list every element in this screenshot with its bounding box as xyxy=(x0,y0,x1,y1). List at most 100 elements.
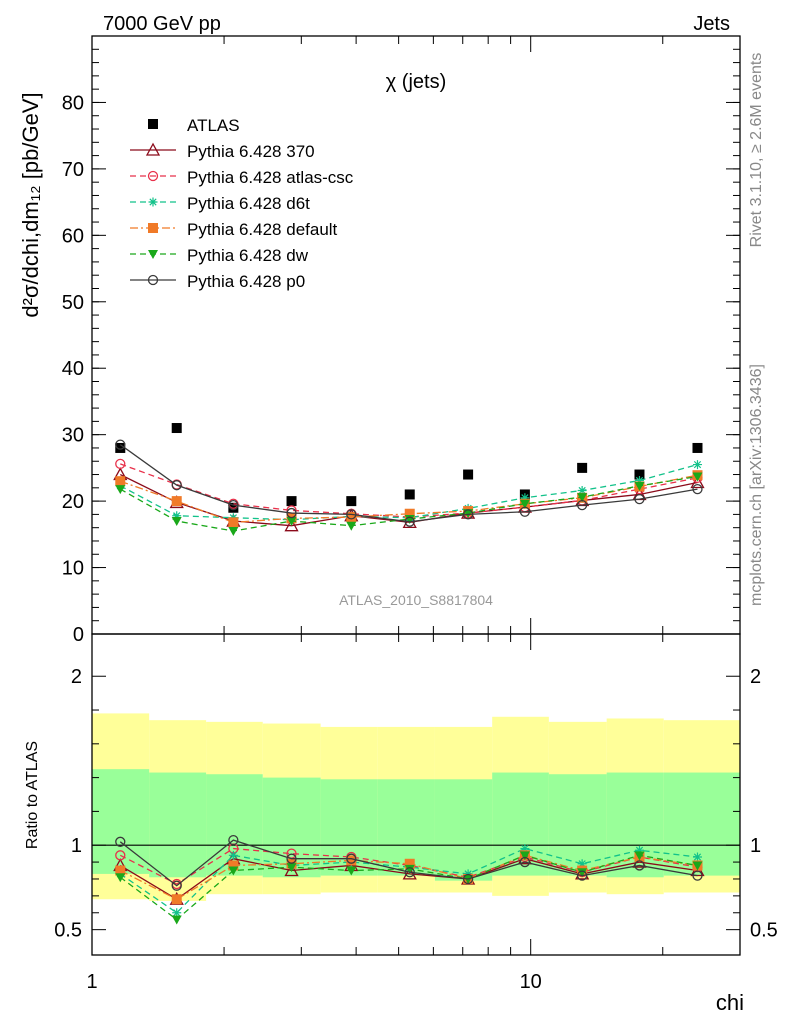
legend-marker xyxy=(145,142,161,156)
ratio-plot: 0.5 0.5 1 1 2 2 Ratio to ATLAS 1 10 chi xyxy=(24,633,778,1015)
data-point xyxy=(171,480,182,491)
uncertainty-band-inner xyxy=(206,774,263,876)
legend-label: Pythia 6.428 d6t xyxy=(187,194,310,213)
ratio-point xyxy=(286,853,297,864)
ratio-point xyxy=(402,866,417,880)
legend-marker xyxy=(148,250,158,259)
data-point xyxy=(634,469,645,480)
ratio-y-tick-label-right: 1 xyxy=(750,835,761,857)
ratio-point xyxy=(577,859,587,869)
data-point xyxy=(519,499,530,509)
ratio-y-tick-label-right: 0.5 xyxy=(750,920,778,942)
legend-marker xyxy=(147,170,159,182)
legend-entry: ATLAS xyxy=(148,116,240,135)
ratio-line xyxy=(119,847,698,914)
data-point xyxy=(171,496,182,507)
data-point xyxy=(692,460,702,470)
legend-label: Pythia 6.428 dw xyxy=(187,246,309,265)
data-point xyxy=(577,485,587,495)
ratio-point xyxy=(519,851,530,861)
ratio-point xyxy=(634,860,645,871)
data-point xyxy=(346,521,357,531)
y-axis-label: d²σ/dchi,dm₁₂ [pb/GeV] xyxy=(18,92,43,317)
ratio-point xyxy=(576,870,588,881)
legend-entry: Pythia 6.428 atlas-csc xyxy=(130,168,354,187)
ratio-point xyxy=(228,834,239,846)
series-5 xyxy=(115,472,703,537)
legend-entry: Pythia 6.428 370 xyxy=(130,142,315,161)
rivet-label: Rivet 3.1.10, ≥ 2.6M events xyxy=(748,53,765,248)
data-point xyxy=(228,517,239,528)
data-point xyxy=(520,493,530,503)
data-point xyxy=(577,462,588,473)
uncertainty-band-inner xyxy=(663,772,740,876)
ratio-y-tick-label: 0.5 xyxy=(54,920,82,942)
ratio-point xyxy=(115,873,126,883)
ratio-point xyxy=(404,858,415,869)
ratio-point xyxy=(462,873,474,885)
y-tick-label: 20 xyxy=(62,491,84,513)
legend-entry: Pythia 6.428 default xyxy=(130,220,338,239)
data-point xyxy=(692,484,703,495)
data-point xyxy=(286,507,297,519)
ratio-point xyxy=(115,850,126,861)
ratio-point xyxy=(346,855,357,866)
ratio-line xyxy=(119,839,698,887)
ratio-point xyxy=(171,894,182,905)
data-point xyxy=(115,458,126,470)
ratio-point xyxy=(404,864,415,874)
data-point xyxy=(115,485,126,495)
y-tick-label: 60 xyxy=(62,225,84,247)
legend-marker xyxy=(148,223,158,233)
mcplots-label: mcplots.cern.ch [arXiv:1306.3436] xyxy=(748,364,765,606)
legend-label: Pythia 6.428 atlas-csc xyxy=(187,168,354,187)
y-tick-label: 40 xyxy=(62,358,84,380)
ratio-point xyxy=(692,861,703,871)
ratio-point xyxy=(692,870,703,881)
y-tick-label: 70 xyxy=(62,159,84,181)
ratio-point xyxy=(228,866,239,876)
ratio-point xyxy=(520,844,530,854)
data-point xyxy=(462,509,474,520)
y-tick-label: 10 xyxy=(62,558,84,580)
ratio-point xyxy=(634,845,644,855)
series-line xyxy=(120,474,698,524)
ratio-frame xyxy=(91,633,741,956)
analysis-label: ATLAS_2010_S8817804 xyxy=(339,592,493,608)
ratio-point xyxy=(404,867,415,878)
x-tick-label: 10 xyxy=(520,971,542,993)
ratio-point xyxy=(228,860,239,871)
ratio-y-axis-label: Ratio to ATLAS xyxy=(24,741,41,849)
data-point xyxy=(634,481,645,491)
data-point xyxy=(463,509,474,519)
x-axis-label: chi xyxy=(716,990,744,1015)
ratio-point xyxy=(286,863,297,873)
y-tick-label: 80 xyxy=(62,92,84,114)
data-point xyxy=(692,442,703,453)
legend-marker xyxy=(147,274,159,286)
y-tick-label: 0 xyxy=(73,624,84,646)
uncertainty-band-inner xyxy=(548,774,607,876)
ratio-point xyxy=(284,863,299,877)
data-point xyxy=(519,506,531,517)
legend-entry: Pythia 6.428 dw xyxy=(130,246,309,265)
data-point xyxy=(286,517,297,527)
ratio-series-5 xyxy=(115,834,703,891)
y-tick-label: 30 xyxy=(62,425,84,447)
legend-label: Pythia 6.428 default xyxy=(187,220,338,239)
ratio-point xyxy=(346,853,357,864)
ratio-y-tick-label: 2 xyxy=(71,666,82,688)
x-tick-label: 1 xyxy=(86,971,97,993)
data-point xyxy=(346,509,357,520)
data-point xyxy=(115,476,126,487)
ratio-point xyxy=(634,851,645,861)
data-point xyxy=(284,518,299,532)
data-point xyxy=(463,469,474,480)
legend-entry: Pythia 6.428 p0 xyxy=(130,272,305,291)
ratio-point xyxy=(577,868,588,878)
legend-marker xyxy=(148,197,158,207)
data-point xyxy=(172,511,182,521)
data-point xyxy=(286,496,297,507)
header-right: Jets xyxy=(693,13,730,35)
legend-marker xyxy=(148,119,158,129)
